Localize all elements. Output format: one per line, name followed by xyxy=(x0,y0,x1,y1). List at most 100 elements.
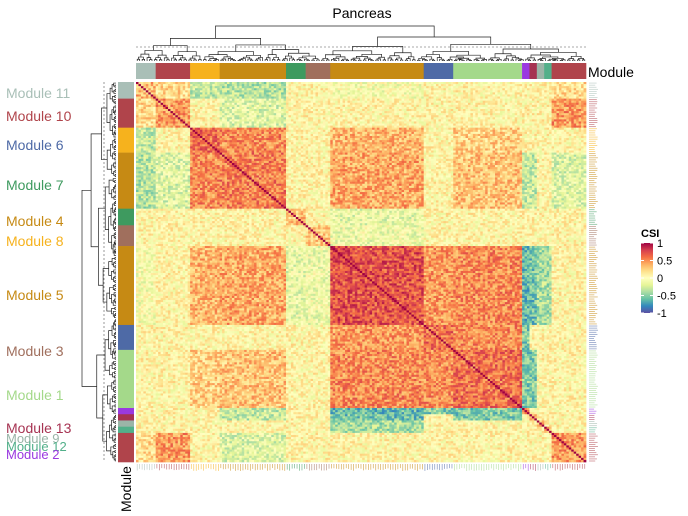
heatmap-cell xyxy=(340,111,343,113)
heatmap-cell xyxy=(225,97,228,99)
dendrogram-branch xyxy=(111,447,114,455)
heatmap-cell xyxy=(424,109,427,111)
heatmap-cell xyxy=(387,107,390,109)
heatmap-cell xyxy=(451,97,454,99)
heatmap-cell xyxy=(151,101,154,103)
heatmap-cell xyxy=(549,90,552,92)
heatmap-cell xyxy=(237,111,240,113)
heatmap-cell xyxy=(205,119,208,121)
heatmap-cell xyxy=(441,101,444,103)
heatmap-cell xyxy=(180,103,183,105)
heatmap-cell xyxy=(166,94,169,96)
heatmap-cell xyxy=(335,105,338,107)
heatmap-cell xyxy=(330,90,333,92)
heatmap-cell xyxy=(431,90,434,92)
heatmap-cell xyxy=(458,111,461,113)
heatmap-cell xyxy=(271,94,274,96)
heatmap-cell xyxy=(566,117,569,119)
heatmap-cell xyxy=(490,86,493,88)
heatmap-cell xyxy=(485,103,488,105)
heatmap-cell xyxy=(311,84,314,86)
heatmap-cell xyxy=(579,86,582,88)
dendrogram-branch xyxy=(179,60,181,61)
heatmap-cell xyxy=(520,86,523,88)
heatmap-cell xyxy=(382,109,385,111)
heatmap-cell xyxy=(207,84,210,86)
heatmap-cell xyxy=(242,107,245,109)
heatmap-cell xyxy=(377,107,380,109)
heatmap-cell xyxy=(330,115,333,117)
heatmap-cell xyxy=(249,105,252,107)
heatmap-cell xyxy=(195,82,198,84)
heatmap-cell xyxy=(161,115,164,117)
heatmap-cell xyxy=(347,111,350,113)
heatmap-cell xyxy=(574,97,577,99)
heatmap-cell xyxy=(143,105,146,107)
heatmap-cell xyxy=(367,92,370,94)
heatmap-cell xyxy=(153,119,156,121)
heatmap-cell xyxy=(502,90,505,92)
heatmap-cell xyxy=(434,105,437,107)
heatmap-cell xyxy=(571,117,574,119)
heatmap-cell xyxy=(316,119,319,121)
heatmap-cell xyxy=(414,97,417,99)
heatmap-cell xyxy=(291,86,294,88)
heatmap-cell xyxy=(220,117,223,119)
heatmap-cell xyxy=(534,86,537,88)
heatmap-cell xyxy=(244,119,247,121)
heatmap-cell xyxy=(490,111,493,113)
heatmap-cell xyxy=(406,103,409,105)
heatmap-cell xyxy=(202,111,205,113)
heatmap-cell xyxy=(212,101,215,103)
heatmap-cell xyxy=(485,84,488,86)
heatmap-cell xyxy=(335,117,338,119)
heatmap-cell xyxy=(293,119,296,121)
heatmap-cell xyxy=(338,92,341,94)
heatmap-cell xyxy=(173,82,176,84)
heatmap-cell xyxy=(409,101,412,103)
heatmap-cell xyxy=(288,84,291,86)
dendrogram-branch xyxy=(167,60,169,61)
heatmap-cell xyxy=(404,97,407,99)
heatmap-cell xyxy=(207,92,210,94)
heatmap-cell xyxy=(554,107,557,109)
heatmap-cell xyxy=(247,97,250,99)
dendrogram-branch xyxy=(115,233,116,235)
heatmap-cell xyxy=(333,90,336,92)
heatmap-cell xyxy=(421,84,424,86)
heatmap-cell xyxy=(463,97,466,99)
heatmap-cell xyxy=(138,82,141,84)
heatmap-cell xyxy=(406,86,409,88)
dendrogram-branch xyxy=(272,59,274,61)
heatmap-cell xyxy=(451,117,454,119)
heatmap-cell xyxy=(291,97,294,99)
heatmap-cell xyxy=(493,88,496,90)
heatmap-cell xyxy=(502,92,505,94)
heatmap-cell xyxy=(517,84,520,86)
heatmap-cell xyxy=(215,117,218,119)
heatmap-cell xyxy=(581,99,584,101)
heatmap-cell xyxy=(296,111,299,113)
heatmap-cell xyxy=(266,94,269,96)
heatmap-cell xyxy=(271,105,274,107)
heatmap-cell xyxy=(500,109,503,111)
heatmap-cell xyxy=(286,82,289,84)
heatmap-cell xyxy=(522,88,525,90)
heatmap-cell xyxy=(205,97,208,99)
heatmap-cell xyxy=(173,94,176,96)
heatmap-cell xyxy=(313,99,316,101)
heatmap-cell xyxy=(421,113,424,115)
heatmap-cell xyxy=(269,107,272,109)
heatmap-cell xyxy=(222,117,225,119)
heatmap-cell xyxy=(291,90,294,92)
heatmap-cell xyxy=(286,111,289,113)
heatmap-cell xyxy=(579,103,582,105)
heatmap-cell xyxy=(416,115,419,117)
heatmap-cell xyxy=(488,103,491,105)
heatmap-cell xyxy=(345,82,348,84)
heatmap-cell xyxy=(338,113,341,115)
heatmap-cell xyxy=(355,97,358,99)
heatmap-cell xyxy=(244,88,247,90)
heatmap-cell xyxy=(571,90,574,92)
heatmap-cell xyxy=(328,97,331,99)
